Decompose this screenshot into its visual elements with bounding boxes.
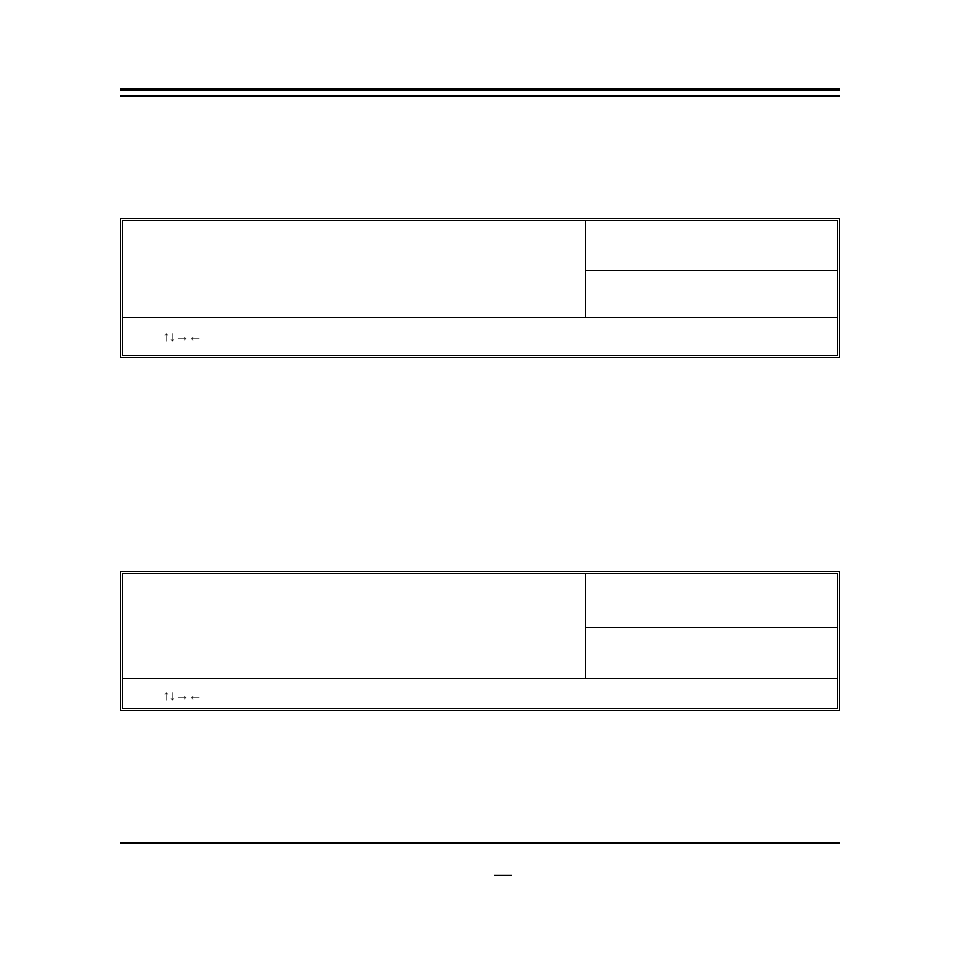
box1-vertical-divider bbox=[585, 221, 586, 317]
bottom-rule bbox=[120, 842, 840, 844]
top-rule-line-1 bbox=[120, 88, 840, 91]
page: ↑↓→← ↑↓→← — bbox=[0, 0, 954, 954]
box2-right-hline bbox=[586, 627, 837, 628]
box2-vertical-divider bbox=[585, 574, 586, 678]
box1-full-hline bbox=[123, 317, 837, 318]
arrows-icon: ↑↓→← bbox=[163, 329, 201, 343]
footer-dash: — bbox=[494, 864, 512, 885]
top-rule-line-2 bbox=[120, 95, 840, 97]
arrows-icon: ↑↓→← bbox=[163, 688, 201, 702]
table-box-2-inner: ↑↓→← bbox=[123, 574, 837, 708]
box1-right-hline bbox=[586, 270, 837, 271]
table-box-1: ↑↓→← bbox=[120, 218, 840, 358]
table-box-2: ↑↓→← bbox=[120, 571, 840, 711]
table-box-1-inner: ↑↓→← bbox=[123, 221, 837, 355]
box2-full-hline bbox=[123, 678, 837, 679]
